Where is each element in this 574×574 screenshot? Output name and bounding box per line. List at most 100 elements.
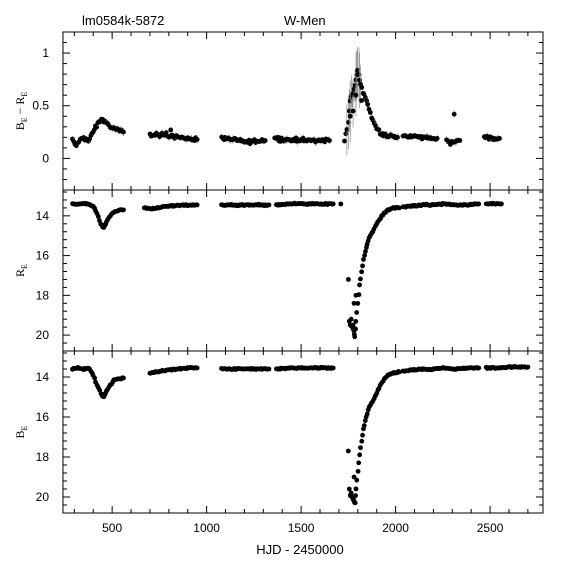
data-point [358, 276, 363, 282]
data-point [360, 432, 365, 438]
data-point [355, 301, 361, 306]
data-point [395, 134, 400, 140]
data-point [95, 214, 101, 219]
data-points-B [69, 363, 531, 506]
ytick-label: 16 [36, 410, 50, 424]
data-point [351, 474, 357, 480]
data-point [266, 366, 272, 372]
data-point [367, 110, 373, 115]
data-point [330, 365, 336, 371]
data-point [363, 248, 368, 254]
data-point [121, 129, 126, 135]
ytick-label: 14 [36, 370, 50, 384]
y-axis-label-B: BE [13, 425, 29, 438]
data-point [343, 131, 349, 137]
data-point [347, 113, 353, 119]
data-point [355, 468, 361, 474]
data-point [357, 282, 362, 288]
data-point [348, 490, 354, 496]
y-axis-label-color: BE − RE [13, 92, 29, 131]
ytick-label: 14 [36, 209, 50, 223]
data-point [353, 326, 358, 332]
data-point [362, 252, 367, 258]
data-point [358, 445, 363, 451]
data-points-color [70, 47, 502, 156]
xtick-label: 2000 [382, 521, 409, 535]
xtick-label: 500 [102, 521, 122, 535]
data-point [396, 205, 402, 211]
data-point [357, 77, 362, 83]
ytick-label: 16 [36, 249, 50, 263]
data-point [194, 202, 200, 208]
data-point [359, 85, 365, 90]
ytick-label: 18 [36, 288, 50, 302]
y-axis-label-R: RE [13, 264, 29, 277]
ytick-label: 0 [42, 151, 49, 165]
data-point [348, 316, 354, 322]
data-point [352, 334, 358, 340]
data-points-R [70, 200, 504, 340]
data-point [359, 98, 364, 103]
data-point [346, 486, 352, 492]
data-point [353, 92, 359, 98]
data-point [356, 460, 362, 466]
data-point [359, 438, 365, 444]
star-id-title: lm0584k-5872 [82, 13, 164, 28]
data-point [351, 300, 357, 306]
panel-R: 14 16 18 20 RE [13, 189, 544, 352]
data-point [476, 365, 482, 371]
data-point [354, 477, 360, 483]
data-point [345, 277, 351, 282]
data-point [121, 207, 126, 213]
data-point [352, 500, 358, 506]
data-point [364, 411, 370, 417]
data-point [525, 364, 531, 370]
data-point [396, 369, 402, 375]
data-point [357, 452, 363, 458]
ytick-label: 20 [36, 328, 50, 342]
panel-frame-color [62, 31, 544, 191]
data-point [353, 292, 359, 298]
data-point [353, 493, 358, 499]
data-point [497, 135, 502, 141]
data-point [342, 138, 347, 144]
data-point [476, 201, 482, 207]
ytick-label: 1 [42, 46, 49, 60]
panel-B: 14 16 18 20 BE [13, 350, 544, 514]
data-point [194, 137, 200, 142]
data-point [338, 201, 344, 207]
data-point [457, 138, 463, 143]
data-point [327, 138, 332, 143]
data-point [353, 486, 359, 492]
data-point [361, 423, 367, 428]
data-point [359, 269, 365, 275]
panel-frame-R [62, 189, 544, 352]
data-point [360, 263, 365, 269]
xtick-label: 1500 [288, 521, 315, 535]
data-point [97, 387, 103, 393]
data-point [121, 375, 126, 381]
x-axis-label: HJD - 2450000 [256, 542, 343, 557]
data-point [499, 201, 504, 207]
data-point [266, 202, 272, 208]
xtick-label: 2500 [477, 521, 504, 535]
data-point [345, 448, 351, 454]
data-point [362, 418, 368, 423]
ytick-label: 18 [36, 450, 50, 464]
data-point [344, 127, 350, 132]
data-point [354, 310, 360, 315]
data-point [330, 201, 336, 207]
data-point [94, 124, 100, 130]
data-point [350, 496, 356, 502]
data-point [168, 127, 174, 133]
data-point [361, 257, 366, 262]
data-point [262, 138, 268, 143]
ytick-label: 20 [36, 490, 50, 504]
panel-frame-B [62, 350, 544, 514]
ytick-label: 0.5 [32, 99, 49, 113]
star-type-title: W-Men [284, 13, 326, 28]
data-point [434, 135, 440, 141]
xtick-label: 1000 [193, 521, 220, 535]
data-point [194, 365, 200, 371]
